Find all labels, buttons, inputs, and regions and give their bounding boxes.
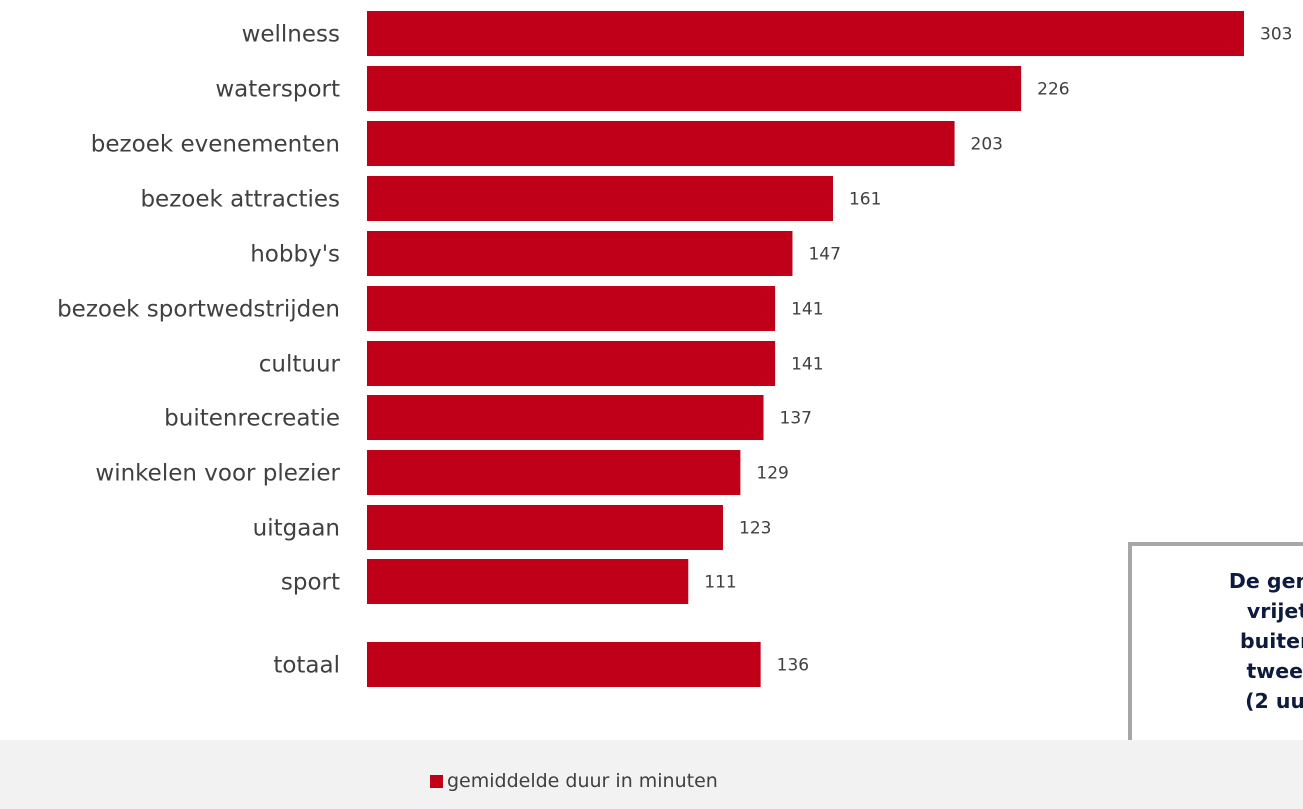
value-label: 141: [791, 355, 823, 375]
value-label: 141: [791, 300, 823, 320]
summary-callout-text: De gemidde vrijetijds buitenshu twee uur…: [1228, 569, 1303, 713]
value-label: 203: [971, 135, 1003, 155]
bar-bezoek-sportwedstrijden: [367, 286, 776, 331]
category-label: bezoek evenementen: [91, 132, 340, 158]
legend-area: gemiddelde duur in minuten: [0, 740, 1303, 809]
bar-cultuur: [367, 341, 776, 386]
legend-label: gemiddelde duur in minuten: [447, 770, 718, 792]
bar-bezoek-attracties: [367, 176, 833, 221]
bar-winkelen-voor-plezier: [367, 450, 741, 495]
bar-uitgaan: [367, 505, 724, 550]
category-label: winkelen voor plezier: [95, 461, 340, 487]
bar-totaal: [367, 642, 761, 687]
value-label: 303: [1260, 25, 1292, 45]
bar-sport: [367, 559, 689, 604]
bar-buitenrecreatie: [367, 395, 764, 440]
bar-hobby-s: [367, 231, 793, 276]
category-label: wellness: [242, 22, 340, 48]
bar-watersport: [367, 66, 1022, 111]
value-label: 226: [1037, 80, 1069, 100]
bar-bezoek-evenementen: [367, 121, 955, 166]
category-label: sport: [281, 570, 340, 596]
value-label: 161: [849, 190, 881, 210]
category-label: bezoek sportwedstrijden: [57, 297, 340, 323]
category-label: watersport: [215, 77, 340, 103]
bar-wellness: [367, 11, 1244, 56]
category-label: buitenrecreatie: [164, 406, 340, 432]
value-label: 137: [780, 409, 812, 429]
summary-callout-box: De gemidde vrijetijds buitenshu twee uur…: [1128, 542, 1303, 762]
category-label: bezoek attracties: [140, 187, 340, 213]
value-label: 111: [704, 573, 736, 593]
bar-chart: wellness 303 watersport 226 bezoek evenement…: [57, 11, 1292, 687]
category-label: uitgaan: [253, 516, 340, 542]
value-label: 136: [777, 656, 809, 676]
value-label: 147: [808, 245, 840, 265]
value-label: 129: [756, 464, 788, 484]
legend-swatch: [430, 774, 443, 788]
category-label: hobby's: [250, 242, 340, 268]
category-label: totaal: [273, 653, 340, 679]
category-label: cultuur: [259, 352, 341, 378]
legend: gemiddelde duur in minuten: [430, 770, 718, 792]
value-label: 123: [739, 519, 771, 539]
